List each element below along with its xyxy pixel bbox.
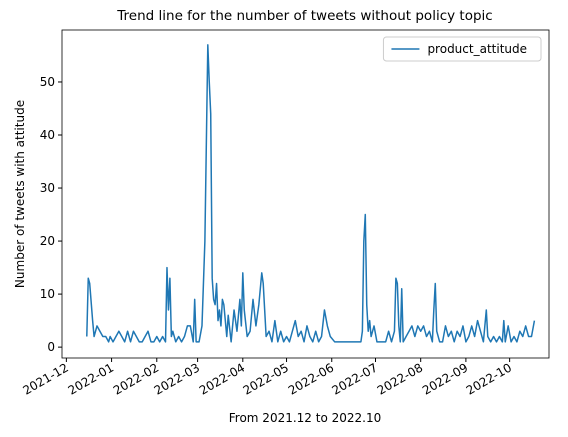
x-tick-label: 2022-09 (420, 360, 470, 397)
chart-title: Trend line for the number of tweets with… (116, 8, 492, 24)
x-tick-label: 2022-03 (152, 360, 202, 397)
x-tick-label: 2022-04 (197, 360, 247, 397)
x-tick-label: 2022-02 (111, 360, 161, 397)
legend: product_attitude (382, 36, 542, 62)
y-tick-label: 20 (40, 234, 55, 248)
legend-label: product_attitude (427, 42, 527, 56)
x-tick-label: 2022-10 (464, 360, 514, 397)
x-tick-label: 2022-07 (330, 360, 380, 397)
x-axis-label: From 2021.12 to 2022.10 (229, 411, 381, 425)
y-tick-label: 0 (47, 340, 55, 354)
legend-box (382, 36, 542, 62)
data-line (86, 44, 536, 343)
x-tick-label: 2022-06 (286, 360, 336, 397)
y-axis-label: Number of tweets with attitude (13, 100, 27, 288)
plot-frame (61, 29, 550, 359)
y-tick-label: 30 (40, 181, 55, 195)
x-tick-label: 2021-12 (20, 360, 70, 397)
x-tick-label: 2022-08 (375, 360, 425, 397)
x-tick-label: 2022-01 (66, 360, 116, 397)
y-tick-label: 50 (40, 75, 55, 89)
x-tick-label: 2022-05 (241, 360, 291, 397)
y-tick-label: 10 (40, 287, 55, 301)
y-tick-label: 40 (40, 128, 55, 142)
